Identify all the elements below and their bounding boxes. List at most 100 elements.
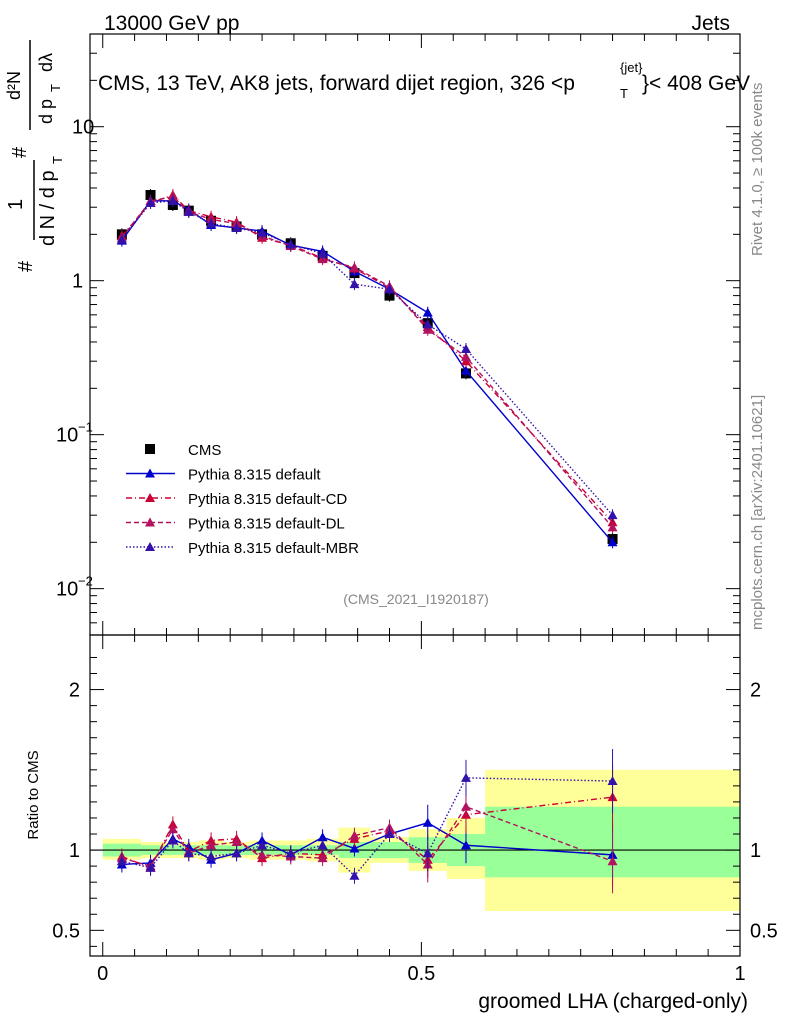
data-point [206,218,217,228]
ylabel-dn: d N / d p [37,170,59,246]
data-point [183,206,194,216]
data-point [607,510,618,520]
ratio-point [317,840,328,850]
legend-label: Pythia 8.315 default-MBR [188,540,359,557]
ratio-point [285,848,296,858]
mcplots-label: mcplots.cern.ch [arXiv:2401.10621] [749,395,766,630]
legend-label: Pythia 8.315 default-CD [188,491,347,508]
ratio-point [422,817,433,827]
ylabel-dpt: d p [36,99,56,124]
ratio-point [257,849,268,859]
ratio-point [422,848,433,858]
legend-marker [145,444,155,454]
legend: CMS Pythia 8.315 default Pythia 8.315 defa… [126,442,359,557]
data-point [384,290,395,301]
ylabel-hash2: # [9,146,31,158]
plot-title: CMS, 13 TeV, AK8 jets, forward dijet reg… [98,60,750,101]
ylabel-hash1: # [15,260,37,272]
data-point [349,279,360,289]
ratio-point [317,832,328,842]
data-point [607,522,618,532]
main-ylabel: # 1 d N / d p T # d²N d p T dλ [4,40,65,272]
legend-marker [145,542,155,551]
main-ytick-label: 10 [56,579,78,601]
ylabel-t2: T [48,84,63,92]
title-sub: T [620,86,628,101]
legend-entry: Pythia 8.315 default-MBR [126,540,359,557]
ratio-point [349,830,360,840]
legend-entry: CMS [145,442,221,459]
ratio-ytick-label-right: 0.5 [750,920,778,942]
title-end: }< 408 GeV [642,72,750,95]
data-point [607,537,618,547]
data-point [231,222,242,232]
ratio-plot: 0.5 0.51 12 20 0.5 1 [52,634,778,985]
data-point [116,234,127,244]
legend-entry: Pythia 8.315 default [126,467,321,484]
data-point [422,307,433,317]
ratio-ytick-label-right: 1 [750,840,761,862]
process-label: Jets [691,12,730,35]
ratio-point [257,840,268,850]
ylabel-one: 1 [5,199,27,210]
ratio-point [384,829,395,839]
ratio-xtick-label: 1 [734,963,745,985]
ratio-ytick-label-right: 2 [750,680,761,702]
energy-label: 13000 GeV pp [104,12,239,35]
ratio-point [183,848,194,858]
legend-marker [145,468,155,478]
legend-marker [145,517,155,527]
ratio-point [460,801,471,811]
data-point [257,227,268,237]
ylabel-d2n: d²N [4,71,24,100]
ratio-xtick-label: 0.5 [407,963,435,985]
rivet-label: Rivet 4.1.0, ≥ 100k events [749,83,766,256]
legend-marker [145,493,155,502]
ratio-point [349,870,360,880]
data-point [285,239,296,249]
data-point [317,248,328,258]
ratio-point [167,824,178,834]
ratio-xtick-label: 0 [97,963,108,985]
title-main: CMS, 13 TeV, AK8 jets, forward dijet reg… [98,72,575,95]
xaxis-label: groomed LHA (charged-only) [478,990,748,1013]
legend-entry: Pythia 8.315 default-CD [126,491,347,508]
ratio-point [231,837,242,847]
data-point [167,195,178,205]
analysis-id: (CMS_2021_I1920187) [343,591,489,607]
ratio-point [317,853,328,863]
series-pythia-8-315-default-mbr [116,194,618,522]
ratio-point [460,772,471,782]
data-point [460,351,471,361]
ratio-point [607,856,618,866]
data-point [349,262,360,272]
legend-entry: Pythia 8.315 default-DL [126,516,345,533]
ratio-point [167,835,178,845]
ylabel-dlambda: dλ [36,53,56,72]
ratio-ytick-label: 1 [69,840,80,862]
ratio-point [145,862,156,872]
ylabel-t1: T [50,156,65,164]
data-point [460,344,471,354]
legend-label: CMS [188,442,221,459]
main-ytick-label: 10 [56,425,78,447]
ratio-point [460,840,471,850]
ratio-frame [89,634,741,957]
ratio-line [121,805,613,867]
title-sup: {jet} [620,60,643,75]
ratio-point [349,843,360,853]
data-point [384,284,395,294]
legend-label: Pythia 8.315 default [188,467,321,484]
main-ytick-label: 10 [72,117,94,139]
ratio-ytick-label: 2 [69,680,80,702]
ratio-point [206,851,217,861]
ratio-point [206,840,217,850]
main-ytick-exp: −1 [78,420,93,435]
main-ytick-exp: −2 [78,574,93,589]
ratio-point [231,848,242,858]
ratio-series-pythia-8-315-default-mbr [116,749,618,884]
ratio-ylabel: Ratio to CMS [25,750,42,839]
ratio-point [116,856,127,866]
